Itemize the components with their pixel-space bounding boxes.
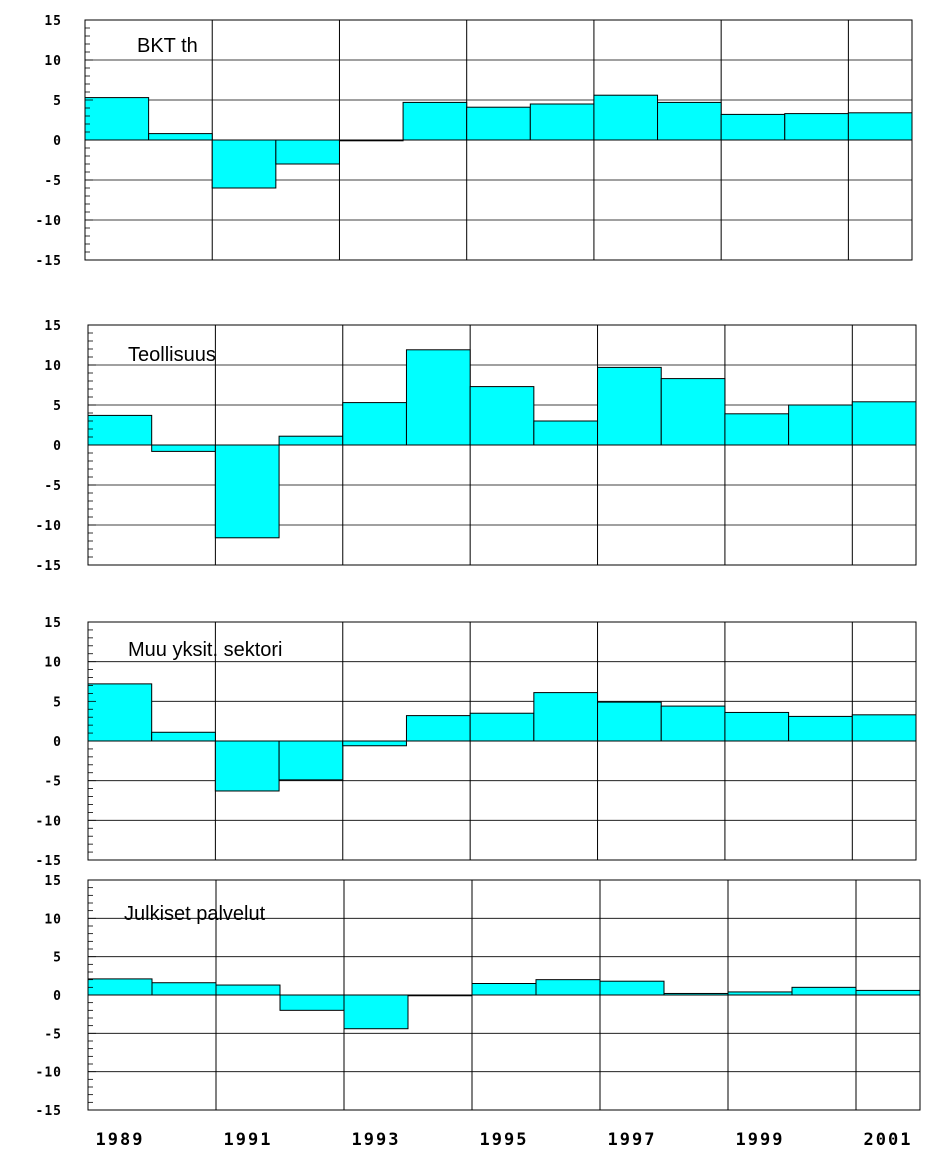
bar-1999 — [727, 991, 793, 996]
y-tick-label: 5 — [53, 951, 62, 966]
panel-title: Julkiset palvelut — [124, 903, 266, 925]
bar-1996 — [533, 420, 599, 446]
y-tick-label: -5 — [44, 174, 62, 189]
y-tick-label: 15 — [44, 616, 62, 631]
bar-2000 — [788, 715, 853, 742]
bar-1992 — [275, 139, 340, 165]
bar-1991 — [215, 984, 281, 996]
y-tick-label: -5 — [44, 775, 62, 790]
x-tick-label: 1989 — [96, 1130, 145, 1150]
bar-1998 — [663, 992, 729, 996]
bar-1998 — [660, 378, 726, 446]
bar-2001 — [855, 989, 921, 996]
bar-2000 — [784, 113, 849, 141]
bar-1992 — [278, 435, 344, 446]
bar-1998 — [660, 705, 726, 742]
x-tick-label: 1991 — [224, 1130, 273, 1150]
bar-1989 — [87, 978, 153, 996]
bar-1990 — [151, 444, 216, 452]
y-tick-label: -10 — [36, 214, 62, 229]
y-tick-label: -10 — [36, 519, 62, 534]
bar-1993 — [342, 740, 407, 747]
bar-1997 — [597, 366, 662, 446]
y-tick-label: 0 — [53, 989, 62, 1004]
y-tick-label: 10 — [44, 656, 62, 671]
y-tick-label: 15 — [44, 14, 62, 29]
bar-1996 — [529, 103, 595, 141]
bar-1995 — [469, 386, 535, 446]
bar-1994 — [407, 994, 473, 997]
x-tick-label: 1997 — [608, 1130, 657, 1150]
y-tick-label: -15 — [36, 559, 62, 574]
bar-1992 — [279, 994, 345, 1011]
chart-panel-2: 15 10 5 0 -5 -10 -15 Teollisuus — [36, 319, 917, 574]
y-tick-label: 10 — [44, 54, 62, 69]
bar-1995 — [469, 712, 535, 742]
bar-1990 — [148, 133, 213, 141]
panel-title: Muu yksit. sektori — [128, 639, 282, 661]
x-tick-label: 1999 — [736, 1130, 785, 1150]
bar-1992 — [278, 740, 344, 781]
bar-1997 — [597, 701, 662, 742]
y-tick-label: 0 — [53, 134, 62, 149]
y-tick-label: -10 — [36, 814, 62, 829]
y-tick-label: 0 — [53, 439, 62, 454]
bar-1996 — [533, 692, 599, 742]
bar-1989 — [87, 683, 153, 742]
bar-1990 — [151, 982, 217, 996]
y-tick-label: 5 — [53, 399, 62, 414]
bar-1994 — [402, 101, 468, 141]
bar-1996 — [535, 979, 601, 996]
y-tick-label: 10 — [44, 912, 62, 927]
chart-panel-1: 15 10 5 0 -5 -10 -15 BKT th — [36, 14, 913, 269]
bar-1999 — [724, 413, 790, 446]
y-tick-label: -15 — [36, 254, 62, 269]
bar-1989 — [84, 97, 150, 141]
bar-1993 — [342, 402, 407, 446]
bar-1989 — [87, 414, 153, 446]
y-tick-label: -15 — [36, 854, 62, 869]
y-tick-label: 0 — [53, 735, 62, 750]
bar-2000 — [791, 986, 857, 996]
bar-1999 — [724, 711, 790, 742]
y-tick-label: -5 — [44, 1027, 62, 1042]
panel-title: BKT th — [137, 35, 198, 57]
bar-1991 — [211, 139, 277, 189]
panel-title: Teollisuus — [128, 344, 216, 366]
bar-1998 — [657, 101, 722, 141]
y-tick-label: 5 — [53, 695, 62, 710]
x-tick-label: 2001 — [864, 1130, 913, 1150]
bar-1995 — [466, 106, 531, 141]
y-tick-label: 15 — [44, 874, 62, 889]
bar-2001 — [851, 714, 917, 742]
bar-1993 — [343, 994, 409, 1030]
y-tick-label: 15 — [44, 319, 62, 334]
bar-1993 — [338, 139, 404, 142]
bar-1994 — [405, 349, 471, 446]
bar-1990 — [151, 731, 216, 742]
bar-1997 — [599, 980, 665, 996]
y-tick-label: -10 — [36, 1066, 62, 1081]
bar-1994 — [405, 715, 471, 742]
chart-panel-3: 15 10 5 0 -5 -10 -15 Muu yksit. sektori — [36, 616, 917, 869]
x-tick-label: 1995 — [480, 1130, 529, 1150]
bar-2001 — [851, 401, 917, 446]
bar-1991 — [214, 740, 280, 792]
y-tick-label: -15 — [36, 1104, 62, 1119]
bar-1991 — [214, 444, 280, 539]
bar-2000 — [788, 404, 853, 446]
x-tick-label: 1993 — [352, 1130, 401, 1150]
chart-panel-4: 15 10 5 0 -5 -10 -15 Julkiset palvelut — [36, 874, 921, 1119]
bar-1995 — [471, 983, 537, 996]
bar-1999 — [720, 113, 786, 141]
y-tick-label: 10 — [44, 359, 62, 374]
bar-2001 — [847, 112, 913, 141]
y-tick-label: 5 — [53, 94, 62, 109]
y-tick-label: -5 — [44, 479, 62, 494]
bar-1997 — [593, 94, 659, 141]
